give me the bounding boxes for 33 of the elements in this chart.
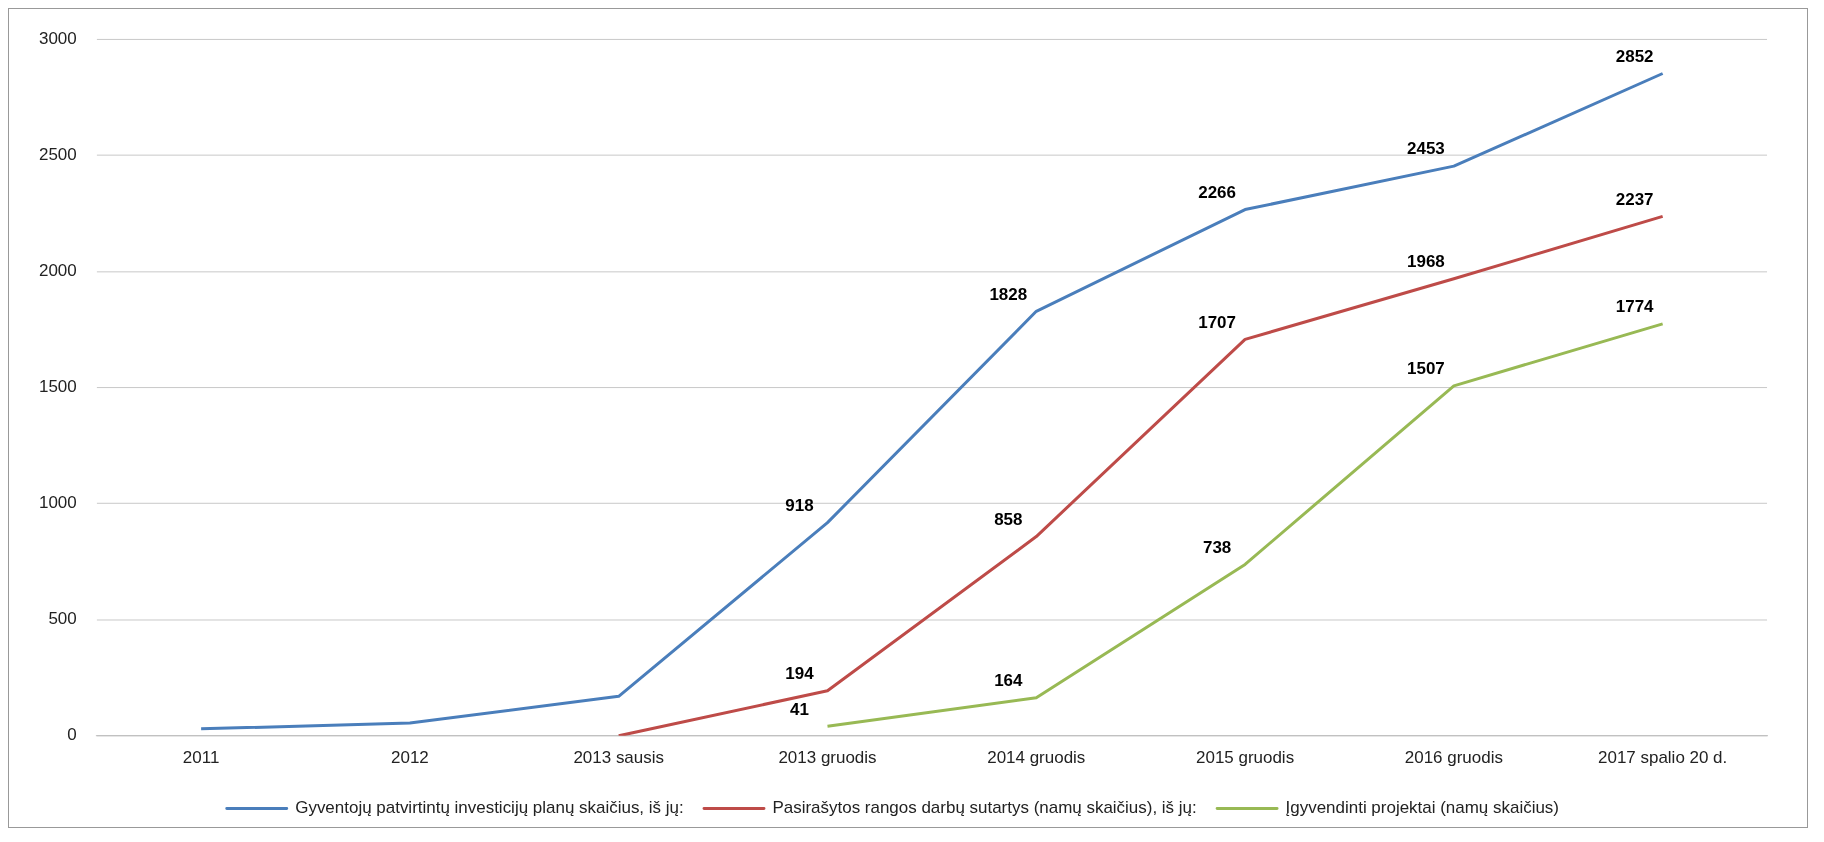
data-label: 41: [790, 699, 809, 719]
data-label: 2852: [1615, 46, 1654, 66]
x-tick-label: 2011: [182, 747, 220, 767]
data-label: 918: [785, 495, 814, 515]
legend-label: Gyventojų patvirtintų investicijų planų skaičius, iš jų:: [295, 798, 684, 818]
data-label: 1707: [1198, 312, 1236, 332]
data-label: 194: [785, 664, 815, 683]
x-tick-label: 2016 gruodis: [1404, 747, 1503, 767]
legend-label: Įgyvendinti projektai (namų skaičius): [1285, 798, 1559, 818]
data-label: 1828: [989, 284, 1028, 304]
x-tick-label: 2012: [391, 747, 429, 767]
data-label: 164: [994, 670, 1024, 690]
y-tick-label: 3000: [39, 28, 77, 48]
y-tick-label: 1500: [39, 377, 77, 397]
data-label: 1968: [1407, 252, 1445, 271]
data-label: 738: [1202, 537, 1232, 557]
data-label: 2266: [1198, 182, 1236, 202]
y-tick-label: 1000: [39, 493, 77, 513]
data-label: 1507: [1407, 359, 1445, 379]
y-tick-label: 500: [48, 609, 77, 629]
y-tick-label: 0: [67, 725, 77, 745]
x-tick-label: 2015 gruodis: [1196, 747, 1295, 767]
x-tick-label: 2014 gruodis: [987, 747, 1086, 767]
data-label: 1774: [1615, 297, 1655, 317]
y-tick-label: 2500: [39, 144, 77, 164]
legend-label: Pasirašytos rangos darbų sutartys (namų skaičius), iš jų:: [772, 798, 1197, 818]
x-tick-label: 2013 gruodis: [778, 747, 877, 767]
y-tick-label: 2000: [39, 261, 77, 281]
data-label: 2453: [1407, 139, 1445, 159]
data-label: 2237: [1615, 189, 1654, 209]
x-tick-label: 2013 sausis: [573, 747, 664, 767]
data-label: 858: [994, 509, 1023, 529]
x-tick-label: 2017 spalio 20 d.: [1598, 747, 1728, 767]
